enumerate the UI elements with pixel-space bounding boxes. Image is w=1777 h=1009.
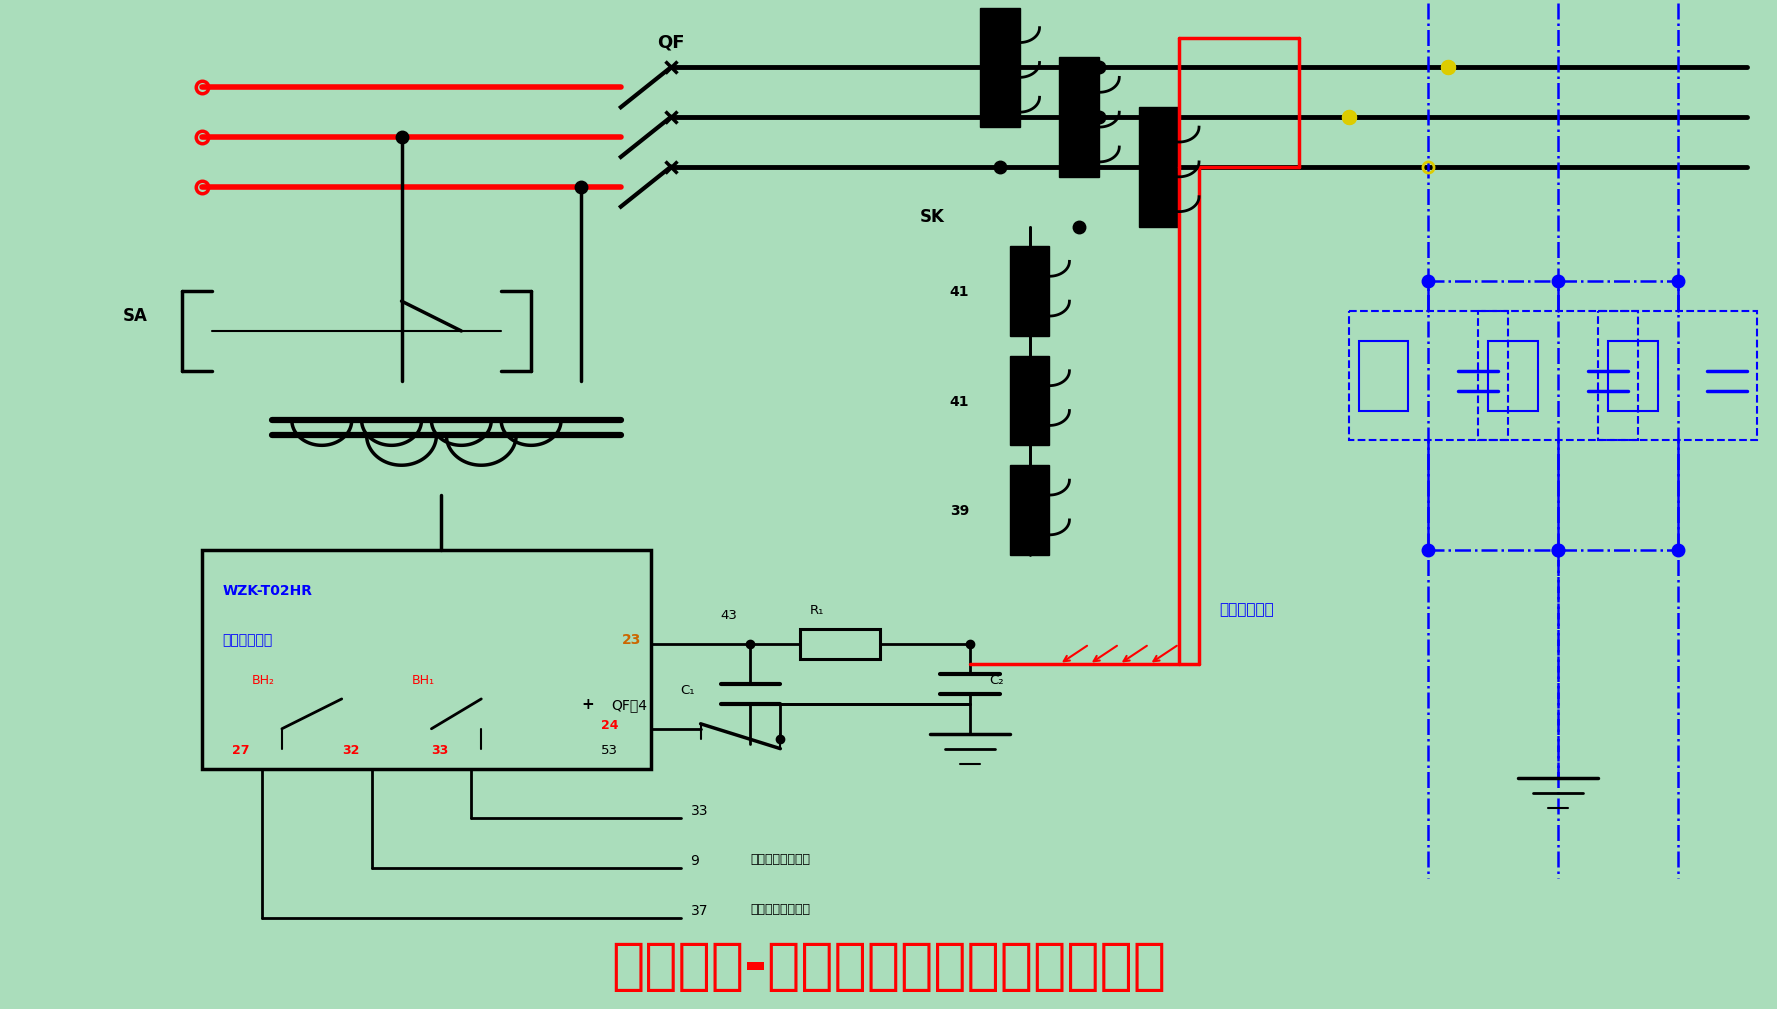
Text: 9: 9 [691, 854, 700, 868]
Text: 33: 33 [691, 804, 707, 818]
Text: C₁: C₁ [681, 684, 695, 697]
Bar [1009, 356, 1050, 445]
Text: 37: 37 [691, 904, 707, 918]
Text: 至断路器脱扣回路: 至断路器脱扣回路 [750, 903, 810, 916]
Text: QF: QF [657, 33, 684, 51]
Text: BH₁: BH₁ [412, 674, 435, 687]
Text: SA: SA [123, 307, 147, 325]
Bar [1487, 341, 1537, 411]
Text: WZK-T02HR: WZK-T02HR [222, 583, 313, 597]
Text: C₂: C₂ [990, 674, 1004, 687]
Text: 33: 33 [432, 744, 448, 757]
Bar [1139, 107, 1180, 227]
Text: 24: 24 [601, 718, 618, 732]
Bar [203, 550, 650, 769]
Bar [979, 8, 1020, 127]
Bar [1349, 311, 1509, 440]
Text: 43: 43 [720, 609, 737, 623]
Bar [1059, 58, 1100, 177]
Bar [1009, 246, 1050, 336]
Bar [1009, 465, 1050, 555]
Text: SK: SK [920, 208, 945, 226]
Text: 41: 41 [951, 286, 968, 299]
Text: 漏电闭锁-送电前的漏电检测保护原理: 漏电闭锁-送电前的漏电检测保护原理 [611, 940, 1166, 995]
Text: BH₂: BH₂ [252, 674, 275, 687]
Text: 41: 41 [951, 395, 968, 409]
Text: QF－4: QF－4 [611, 698, 647, 712]
Text: 23: 23 [622, 634, 641, 647]
Text: 漏电检测回路: 漏电检测回路 [1219, 602, 1274, 618]
Text: R₁: R₁ [810, 604, 825, 618]
Text: 53: 53 [601, 744, 618, 757]
Bar [1478, 311, 1638, 440]
Text: 综合保护装置: 综合保护装置 [222, 634, 272, 647]
Text: 27: 27 [233, 744, 249, 757]
Text: 39: 39 [951, 503, 968, 518]
Bar [800, 630, 880, 659]
Text: 至断路器合闸回路: 至断路器合闸回路 [750, 853, 810, 866]
Text: +: + [581, 697, 594, 712]
Bar [1598, 311, 1757, 440]
Text: 32: 32 [341, 744, 359, 757]
Bar [1359, 341, 1409, 411]
Bar [1608, 341, 1658, 411]
